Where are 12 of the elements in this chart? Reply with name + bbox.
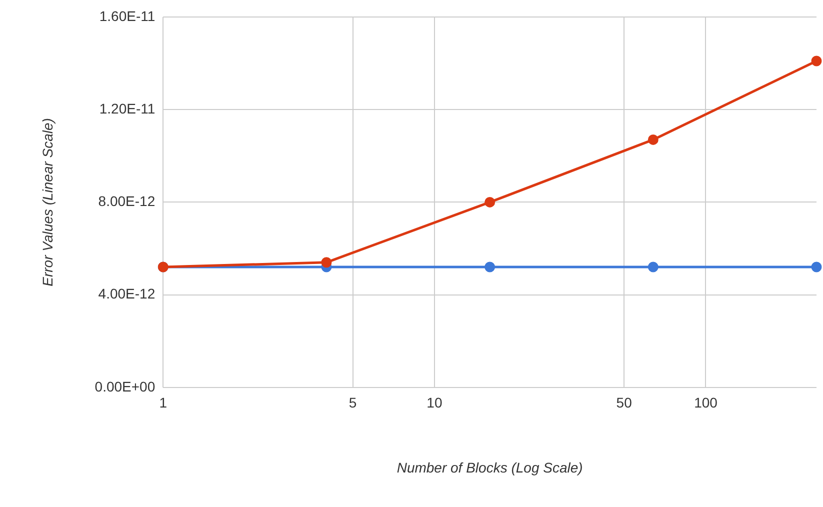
y-tick-label: 1.60E-11 [99,8,156,24]
y-tick-label: 4.00E-12 [98,286,156,302]
y-tick-label: 0.00E+00 [94,378,156,394]
y-tick-label: 1.20E-11 [99,100,156,116]
x-tick-label: 1 [159,394,168,411]
x-tick-label: 100 [694,394,718,411]
x-tick-label: 10 [426,394,442,411]
y-axis-title: Error Values (Linear Scale) [39,118,56,286]
x-tick-label: 5 [348,394,357,411]
x-axis-title: Number of Blocks (Log Scale) [396,459,583,476]
x-tick-label: 50 [616,394,632,411]
y-tick-label: 8.00E-12 [98,193,156,210]
